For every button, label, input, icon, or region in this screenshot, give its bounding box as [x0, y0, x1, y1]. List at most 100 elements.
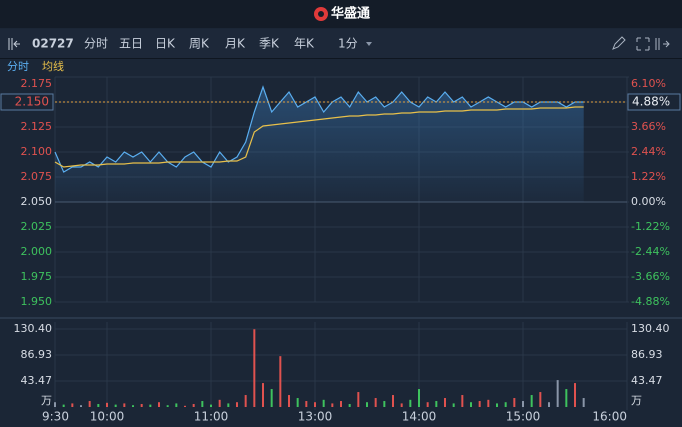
- volume-bar: [158, 402, 160, 407]
- tab[interactable]: 季K: [259, 37, 280, 51]
- volume-tick-label: 130.40: [631, 322, 670, 335]
- volume-bar: [253, 329, 256, 407]
- y2-tick-label: -4.88%: [631, 295, 670, 308]
- y2-tick-label: 0.00%: [631, 195, 666, 208]
- logo-icon-hole: [318, 11, 324, 17]
- volume-bar: [322, 399, 325, 407]
- expand-icon[interactable]: [655, 38, 670, 50]
- tab[interactable]: 分时: [84, 37, 108, 51]
- y-tick-label: 2.075: [21, 170, 53, 183]
- series-line: [54, 85, 584, 173]
- volume-bar: [270, 389, 273, 407]
- volume-bar: [340, 401, 342, 407]
- volume-bar: [305, 401, 308, 407]
- volume-bar: [97, 404, 100, 407]
- stock-code: 02727: [32, 37, 74, 51]
- volume-bar: [513, 398, 516, 407]
- dropdown-arrow[interactable]: [366, 42, 372, 46]
- volume-bar: [374, 398, 377, 407]
- y-tick-label: 2.000: [21, 245, 53, 258]
- volume-bar: [426, 402, 429, 407]
- volume-bar: [522, 401, 524, 407]
- volume-bar: [478, 401, 481, 407]
- volume-bar: [114, 404, 117, 407]
- tab[interactable]: 月K: [225, 37, 246, 51]
- toolbar: [0, 29, 682, 58]
- volume-tick-label: 43.47: [21, 374, 53, 387]
- volume-bar: [106, 402, 108, 407]
- volume-bar: [461, 395, 464, 407]
- draw-icon[interactable]: [612, 36, 626, 50]
- y2-tick-label: -1.22%: [631, 220, 670, 233]
- x-tick-label: 16:00: [592, 410, 627, 424]
- x-tick-label: 9:30: [42, 410, 69, 424]
- volume-bar: [452, 403, 455, 407]
- volume-bar: [227, 403, 230, 407]
- volume-bar: [331, 403, 334, 407]
- volume-bar: [444, 398, 446, 407]
- volume-bar: [392, 395, 394, 407]
- volume-bar: [218, 399, 221, 407]
- last-price-box: [0, 93, 54, 111]
- y2-tick-label: 6.10%: [631, 77, 666, 90]
- x-tick-label: 13:00: [298, 410, 333, 424]
- y2-tick-label: 2.44%: [631, 145, 666, 158]
- volume-bar: [470, 402, 472, 407]
- volume-bar: [418, 389, 420, 407]
- tab[interactable]: 日K: [155, 37, 176, 51]
- volume-bar: [383, 401, 386, 407]
- y-tick-label: 2.050: [21, 195, 53, 208]
- chart: 分时 均线 9:30 10:00 11:00 13:00 14:00 15:00 16:00 2.…: [0, 59, 682, 424]
- y-tick-label: 2.025: [21, 220, 53, 233]
- volume-bar: [487, 399, 490, 407]
- volume-bar: [262, 383, 264, 407]
- volume-bar: [296, 398, 299, 407]
- y-tick-label: 1.975: [21, 270, 53, 283]
- volume-bar: [582, 398, 585, 407]
- x-tick-label: 14:00: [402, 410, 437, 424]
- volume-unit: 万: [631, 394, 642, 407]
- y2-tick-label: -3.66%: [631, 270, 670, 283]
- volume-tick-label: 130.40: [14, 322, 53, 335]
- tab[interactable]: 周K: [189, 37, 210, 51]
- tabs: 分时 五日 日K 周K 月K 季K 年K: [84, 37, 315, 51]
- volume-bar: [409, 399, 412, 407]
- legend-entry: 分时: [7, 60, 29, 73]
- y-tick-label: 2.175: [21, 77, 53, 90]
- price-area: [55, 87, 584, 202]
- volume-bar: [548, 402, 550, 407]
- volume-bar: [80, 405, 82, 407]
- volume-bar: [288, 395, 290, 407]
- volume-bar: [435, 401, 438, 407]
- last-price-label: 2.150: [15, 95, 49, 109]
- volume-bar: [140, 404, 143, 407]
- x-tick-label: 10:00: [90, 410, 125, 424]
- volume-bar: [366, 402, 368, 407]
- volume-bar: [348, 404, 351, 407]
- fullscreen-icon[interactable]: [636, 37, 650, 51]
- volume-bar: [88, 401, 91, 407]
- volume-bar: [236, 402, 238, 407]
- volume-bar: [400, 403, 403, 407]
- y-tick-label: 2.100: [21, 145, 53, 158]
- interval-select[interactable]: 1分: [338, 37, 358, 51]
- x-tick-label: 11:00: [194, 410, 229, 424]
- volume-bar: [149, 404, 152, 407]
- volume-tick-label: 86.93: [21, 348, 53, 361]
- tab[interactable]: 年K: [294, 37, 315, 51]
- volume-bar: [556, 380, 559, 407]
- volume-bar: [357, 392, 360, 407]
- volume-bar: [504, 402, 507, 407]
- volume-bar: [539, 392, 542, 407]
- volume-bar: [184, 405, 186, 407]
- volume-bar: [565, 389, 568, 407]
- collapse-icon[interactable]: [8, 38, 20, 50]
- y2-tick-label: 1.22%: [631, 170, 666, 183]
- volume-bar: [574, 383, 576, 407]
- last-change-box: [627, 93, 681, 111]
- volume-bar: [201, 401, 204, 407]
- tab[interactable]: 五日: [119, 37, 143, 51]
- volume-bar: [314, 402, 316, 407]
- volume-bar: [54, 402, 56, 407]
